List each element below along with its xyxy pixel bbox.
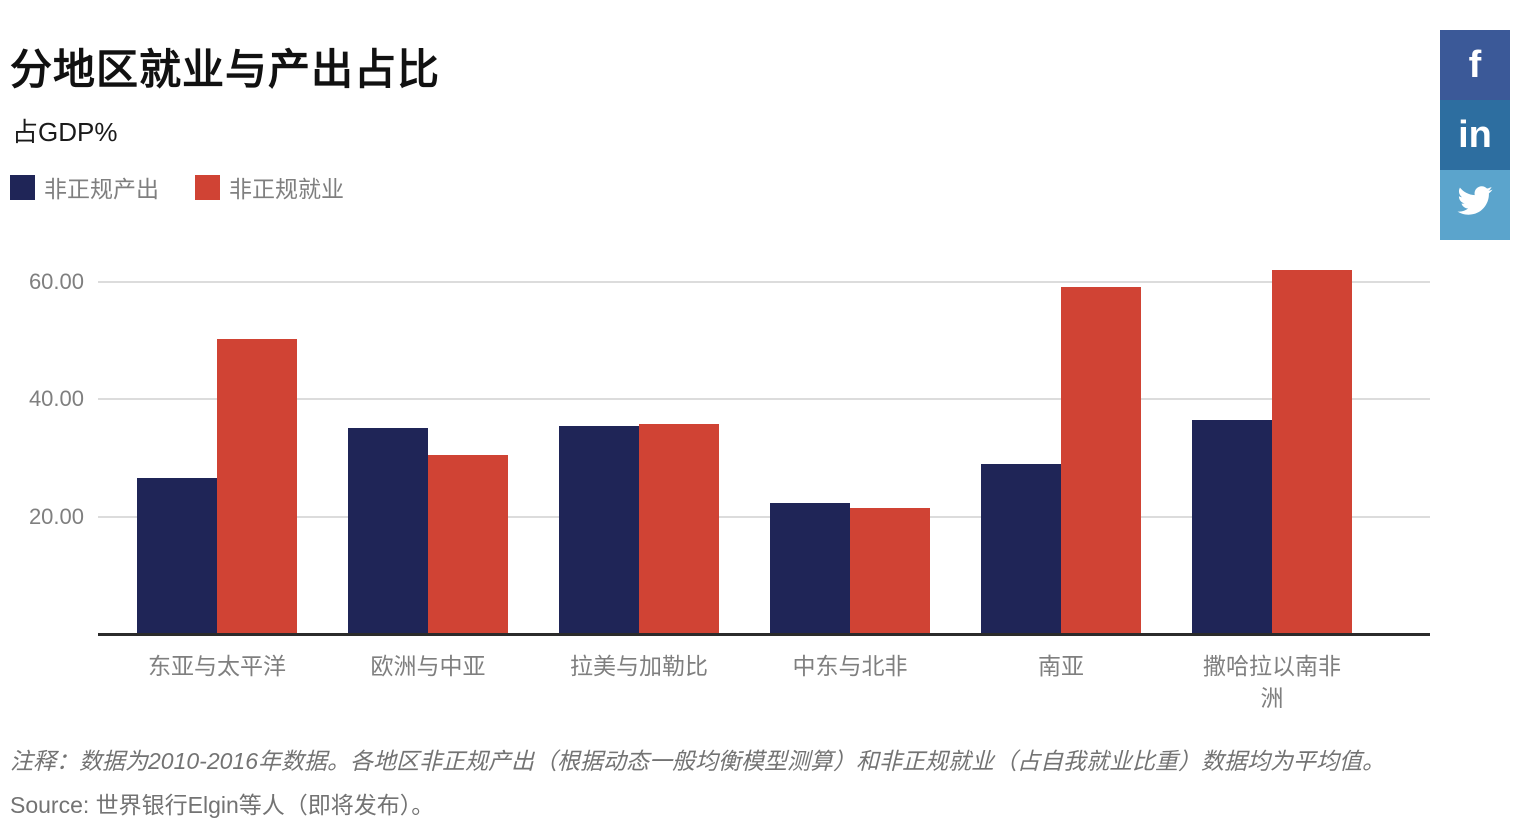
legend-item-1: 非正规就业	[195, 170, 344, 204]
bar-employment-2	[639, 424, 719, 635]
x-axis-tick-label: 撒哈拉以南非洲	[1203, 653, 1341, 711]
x-axis-tick-label: 中东与北非	[792, 653, 908, 679]
legend-item-0: 非正规产出	[10, 170, 159, 204]
gridline-y-40	[98, 398, 1430, 401]
y-axis-tick-label: 20.00	[28, 504, 84, 530]
social-share-bar: f in	[1440, 30, 1510, 240]
bar-output-1	[348, 427, 428, 635]
twitter-share-button[interactable]	[1440, 170, 1510, 240]
y-axis-tick-label: 60.00	[28, 268, 84, 294]
twitter-icon	[1454, 183, 1496, 228]
legend-swatch-icon	[195, 174, 220, 200]
x-axis-tick-label: 东亚与太平洋	[148, 653, 286, 679]
x-axis-tick-label: 拉美与加勒比	[570, 653, 708, 679]
bar-output-0	[137, 477, 217, 635]
chart-note: 注释：数据为2010-2016年数据。各地区非正规产出（根据动态一般均衡模型测算…	[10, 748, 1385, 774]
facebook-icon: f	[1468, 43, 1482, 86]
linkedin-icon: in	[1458, 113, 1492, 156]
bar-employment-1	[428, 455, 508, 635]
x-axis-tick-label: 南亚	[1038, 653, 1084, 679]
facebook-share-button[interactable]: f	[1440, 30, 1510, 100]
gridline-y-20	[98, 516, 1430, 519]
x-axis-line	[98, 633, 1430, 636]
linkedin-share-button[interactable]: in	[1440, 100, 1510, 170]
page-title: 分地区就业与产出占比	[10, 46, 441, 93]
gridline-y-60	[98, 280, 1430, 283]
bar-employment-3	[850, 507, 930, 635]
bar-output-5	[1192, 419, 1272, 635]
legend-swatch-icon	[10, 174, 35, 200]
bar-employment-4	[1061, 287, 1141, 635]
x-axis-tick-label: 欧洲与中亚	[370, 653, 486, 679]
bar-output-3	[770, 503, 850, 635]
chart-source: Source: 世界银行Elgin等人（即将发布）。	[10, 792, 435, 818]
y-axis-tick-label: 40.00	[28, 386, 84, 412]
legend-label: 非正规就业	[229, 176, 344, 202]
bar-output-2	[559, 425, 639, 635]
y-axis-unit-label: 占GDP%	[12, 117, 118, 147]
legend-label: 非正规产出	[44, 176, 159, 202]
bar-employment-0	[217, 339, 297, 635]
bar-employment-5	[1272, 269, 1352, 635]
bar-output-4	[981, 464, 1061, 635]
chart-legend: 非正规产出 非正规就业	[10, 170, 344, 204]
